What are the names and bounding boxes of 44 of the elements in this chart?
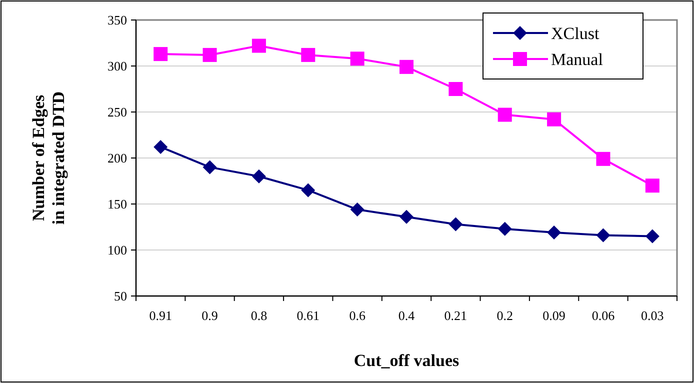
x-axis-title: Cut_off values [354, 351, 460, 370]
point [350, 52, 364, 66]
x-tick-label: 0.21 [444, 308, 468, 323]
point [645, 229, 660, 244]
x-tick-label: 0.61 [296, 308, 320, 323]
point [448, 217, 463, 232]
point [547, 226, 562, 240]
point [252, 169, 266, 184]
y-tick-label: 350 [108, 12, 127, 28]
x-tick-label: 0.06 [592, 308, 616, 323]
point [498, 108, 512, 122]
point [350, 202, 364, 217]
legend-label: XClust [551, 24, 600, 43]
point [547, 112, 562, 126]
point [202, 48, 217, 62]
x-tick-label: 0.91 [149, 308, 172, 323]
point [154, 47, 168, 62]
y-axis-title: Number of Edges in integrated DTD [28, 91, 68, 225]
point [645, 178, 660, 193]
y-tick-label: 200 [108, 150, 127, 166]
x-tick-label: 0.2 [496, 308, 513, 323]
point [202, 160, 217, 174]
point [596, 152, 610, 166]
x-tick-label: 0.03 [641, 308, 664, 323]
point [596, 228, 610, 242]
point [301, 183, 316, 198]
point [400, 60, 414, 74]
point [448, 82, 463, 96]
y-tick-label: 50 [114, 288, 127, 304]
y-tick-label: 250 [108, 104, 127, 120]
x-tick-label: 0.6 [349, 308, 366, 323]
y-tick-label: 100 [108, 242, 127, 258]
point [154, 140, 168, 154]
point [301, 48, 316, 62]
x-tick-label: 0.4 [398, 308, 416, 323]
x-tick-label: 0.9 [202, 308, 218, 323]
legend-label: Manual [551, 50, 604, 69]
point [400, 210, 414, 224]
x-tick-label: 0.09 [542, 308, 566, 323]
point [252, 38, 266, 53]
y-tick-label: 150 [108, 196, 127, 212]
y-tick-label: 300 [108, 58, 127, 74]
x-tick-label: 0.8 [250, 308, 268, 323]
point [498, 222, 512, 236]
